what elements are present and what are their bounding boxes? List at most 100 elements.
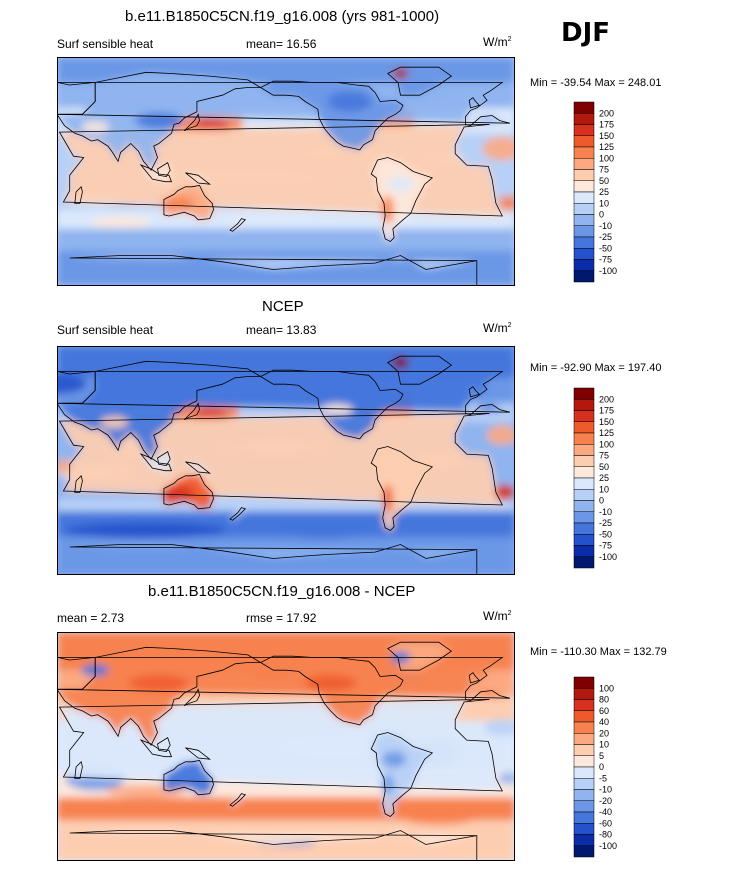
coastline-australia	[163, 474, 214, 510]
panel2-colorbar-tick: 10	[599, 484, 609, 494]
panel1-mean-label: mean= 16.56	[246, 37, 317, 51]
panel3-colorbar-tick: -10	[599, 785, 612, 795]
panel3-colorbar-tick: 10	[599, 740, 609, 750]
panel1-colorbar-swatch	[573, 146, 595, 159]
panel3-colorbar-tick: -100	[599, 841, 617, 851]
panel1-colorbar-tick: -50	[599, 243, 612, 253]
panel2-colorbar-tick: 175	[599, 406, 614, 416]
panel1-colorbar-tick: -10	[599, 221, 612, 231]
panel3-title: b.e11.B1850C5CN.f19_g16.008 - NCEP	[148, 583, 416, 600]
panel1-colorbar-tick: 150	[599, 131, 614, 141]
panel2-colorbar-swatch	[573, 489, 595, 501]
panel1-colorbar-tick: 75	[599, 165, 609, 175]
panel1-colorbar-swatch	[573, 191, 595, 204]
panel2-colorbar-swatch	[573, 455, 595, 467]
panel1-colorbar-swatch	[573, 101, 595, 114]
coastline-uk	[468, 386, 481, 398]
coastline-australia	[163, 760, 214, 796]
panel3-colorbar-swatch	[573, 744, 595, 756]
coastline-indonesia	[139, 453, 173, 472]
panel2-colorbar-swatch	[573, 556, 595, 569]
panel2-colorbar-swatch	[573, 432, 595, 445]
coastline-borneo	[157, 161, 171, 178]
coastline-samerica	[370, 157, 434, 242]
panel1-colorbar-swatch	[573, 158, 595, 170]
panel3-rmse-label: rmse = 17.92	[246, 611, 317, 625]
panel1-colorbar-tick: 200	[599, 108, 614, 118]
season-label: DJF	[561, 18, 611, 48]
coastline-uk	[468, 97, 481, 109]
panel3-colorbar-tick: 0	[599, 762, 604, 772]
panel3-colorbar-swatch	[573, 778, 595, 790]
coastline-uk	[468, 672, 481, 684]
panel1-colorbar-swatch	[573, 248, 595, 260]
panel2-colorbar-tick: 25	[599, 473, 609, 483]
panel2-colorbar-swatch	[573, 511, 595, 524]
panel1-colorbar-swatch	[573, 124, 595, 136]
panel1-colorbar-tick: 50	[599, 176, 609, 186]
panel3-colorbar-swatch	[573, 834, 595, 846]
coastline-africa	[58, 124, 503, 217]
coastline-africa	[58, 699, 503, 792]
panel1-map	[57, 57, 515, 286]
panel2-colorbar-tick: 0	[599, 496, 604, 506]
coastline-greenland	[387, 66, 453, 96]
panel3-colorbar-swatch	[573, 721, 595, 734]
panel2-colorbar-tick: 100	[599, 439, 614, 449]
panel3-colorbar-swatch	[573, 811, 595, 824]
panel2-minmax: Min = -92.90 Max = 197.40	[530, 362, 662, 374]
coastline-africa	[58, 413, 503, 506]
coastline-japan	[183, 113, 200, 132]
panel2-colorbar-tick: -100	[599, 552, 617, 562]
map-frame	[57, 57, 515, 286]
panel2-colorbar-tick: -50	[599, 529, 612, 539]
panel1-colorbar-swatch	[573, 180, 595, 193]
coastline-newguinea	[185, 461, 212, 474]
coastline-namerica	[259, 655, 404, 726]
panel1-units: W/m2	[483, 35, 512, 49]
panel1-colorbar-swatch	[573, 214, 595, 226]
coastlines	[57, 641, 515, 861]
coastline-newguinea	[185, 747, 212, 760]
panel1-title: b.e11.B1850C5CN.f19_g16.008 (yrs 981-100…	[125, 8, 440, 25]
panel2-colorbar-swatch	[573, 444, 595, 456]
coastline-greenland	[387, 641, 453, 671]
panel1-colorbar-tick: 175	[599, 120, 614, 130]
panel3-colorbar-swatch	[573, 800, 595, 813]
panel3-colorbar-tick: 60	[599, 706, 609, 716]
coastline-asia	[57, 71, 263, 171]
coastline-asia	[57, 360, 263, 460]
panel2-colorbar-tick: 200	[599, 394, 614, 404]
coastlines	[57, 66, 515, 286]
panel3-colorbar-tick: -40	[599, 807, 612, 817]
coastline-namerica	[259, 369, 404, 440]
panel3-colorbar-tick: 100	[599, 683, 614, 693]
panel3-colorbar-tick: -60	[599, 818, 612, 828]
panel3-colorbar-tick: -20	[599, 796, 612, 806]
panel3-colorbar-swatch	[573, 845, 595, 858]
panel2-units: W/m2	[483, 321, 512, 335]
panel1-colorbar-swatch	[573, 225, 595, 238]
panel3-colorbar-tick: -5	[599, 773, 607, 783]
panel2-colorbar-tick: 150	[599, 417, 614, 427]
panel3-colorbar-tick: -80	[599, 830, 612, 840]
coastline-borneo	[157, 736, 171, 753]
coastline-madagascar	[74, 761, 83, 779]
panel1-colorbar-tick: 100	[599, 153, 614, 163]
panel3-colorbar-swatch	[573, 710, 595, 723]
coastline-namerica	[259, 80, 404, 151]
panel2-colorbar-swatch	[573, 387, 595, 400]
field-layer	[57, 346, 515, 575]
coastline-antarctica	[69, 255, 478, 286]
panel2-mean-label: mean= 13.83	[246, 323, 317, 337]
coastline-australia	[163, 185, 214, 221]
panel2-colorbar-swatch	[573, 500, 595, 512]
panel3-colorbar-swatch	[573, 766, 595, 779]
panel2-colorbar-tick: -25	[599, 518, 612, 528]
panel1-variable-label: Surf sensible heat	[57, 37, 154, 51]
panel1-colorbar-tick: -25	[599, 232, 612, 242]
coastline-nz	[229, 793, 247, 807]
coastline-borneo	[157, 450, 171, 467]
